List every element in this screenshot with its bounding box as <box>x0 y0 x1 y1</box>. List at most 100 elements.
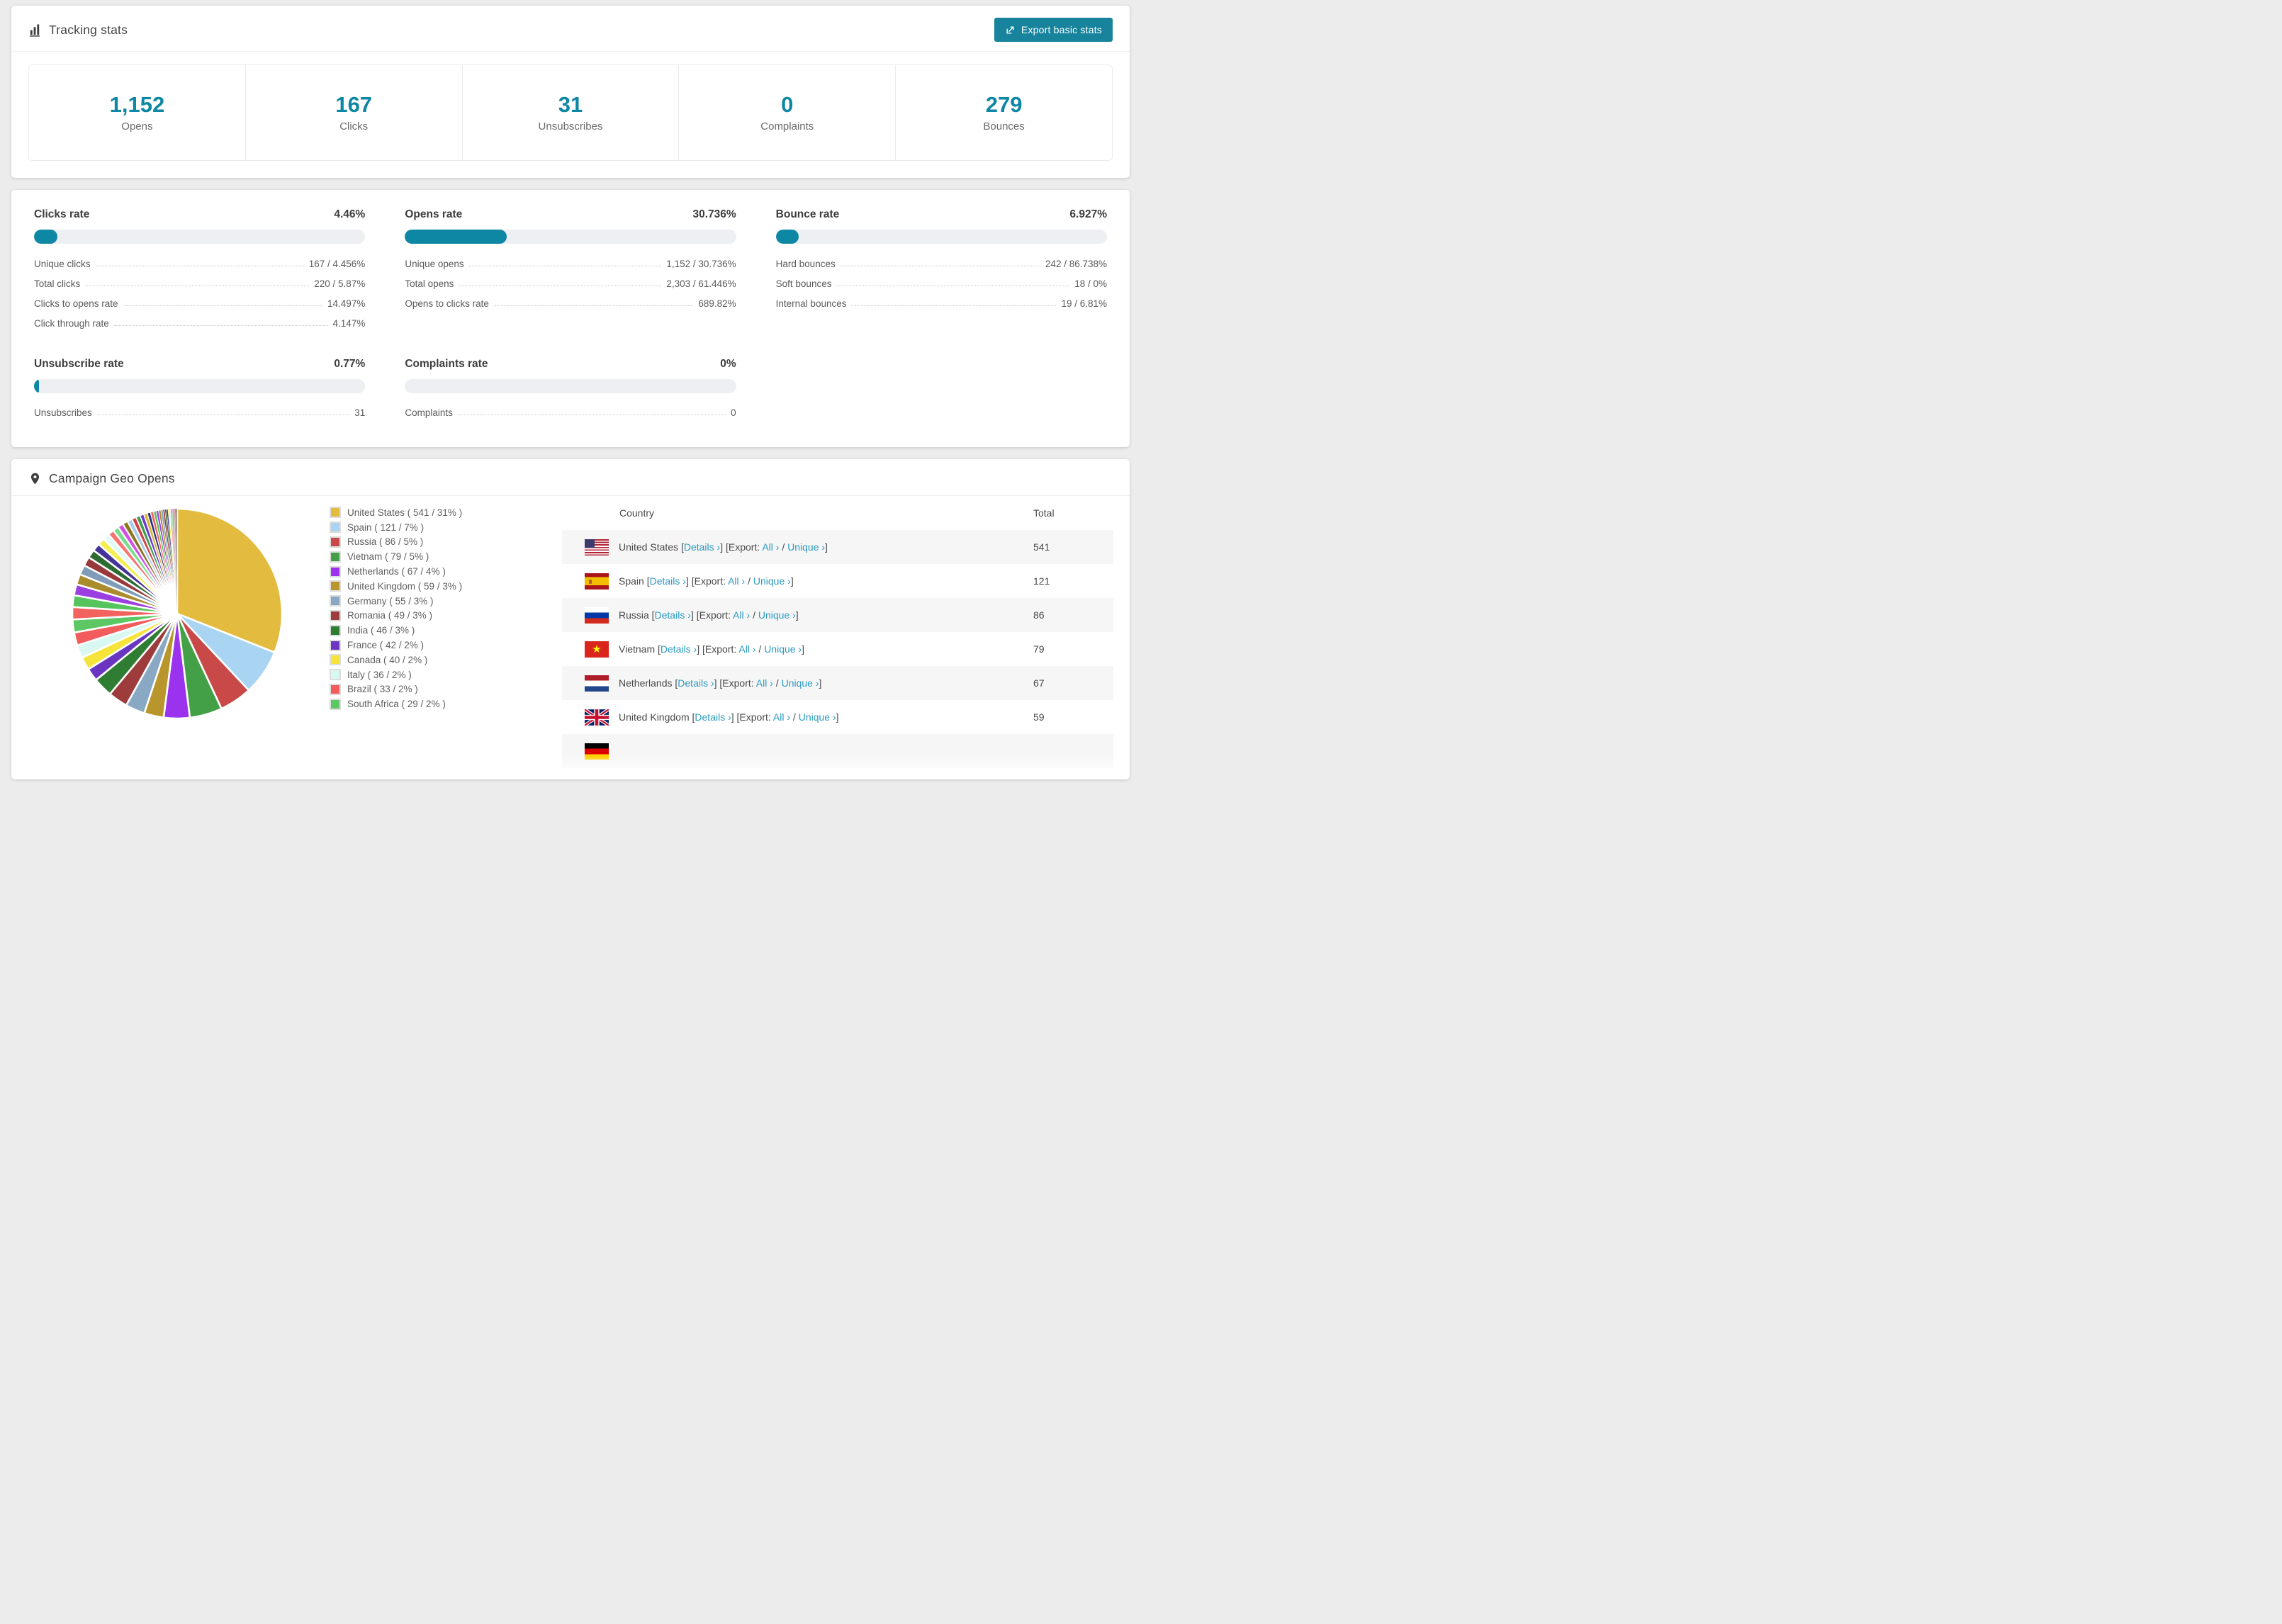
export-unique-link[interactable]: Unique › <box>753 575 791 587</box>
export-basic-stats-button[interactable]: Export basic stats <box>994 18 1113 42</box>
details-link[interactable]: Details › <box>678 677 714 689</box>
legend-item-france[interactable]: France ( 42 / 2% ) <box>330 638 462 653</box>
legend-item-vietnam[interactable]: Vietnam ( 79 / 5% ) <box>330 549 462 564</box>
export-button-label: Export basic stats <box>1021 24 1102 35</box>
stat-cell-complaints: 0 Complaints <box>679 65 896 160</box>
total-value: 59 <box>1033 711 1045 723</box>
rate-detail-row: Complaints 0 <box>405 403 736 423</box>
details-link[interactable]: Details › <box>695 711 731 723</box>
pie-slice-other[interactable] <box>176 509 177 614</box>
legend-item-india[interactable]: India ( 46 / 3% ) <box>330 623 462 638</box>
total-value: 67 <box>1033 677 1045 689</box>
rate-head: Bounce rate 6.927% <box>776 208 1107 221</box>
export-prefix: ] [Export: <box>697 643 739 655</box>
rate-block-clicks-rate: Clicks rate 4.46% Unique clicks 167 / 4.456… <box>34 208 366 338</box>
dotted-leader <box>493 305 694 306</box>
rate-head: Opens rate 30.736% <box>405 208 736 221</box>
rate-detail-row: Internal bounces 19 / 6.81% <box>776 293 1107 313</box>
export-prefix: ] [Export: <box>720 541 763 553</box>
pie-slice-other[interactable] <box>176 508 177 614</box>
pie-slice-united-states[interactable] <box>176 507 283 654</box>
flag-icon-gb <box>585 709 609 726</box>
geo-card: Campaign Geo Opens United States ( 541 /… <box>11 459 1130 779</box>
rate-detail-value: 167 / 4.456% <box>308 258 366 269</box>
export-unique-link[interactable]: Unique › <box>798 711 836 723</box>
export-all-link[interactable]: All › <box>755 677 773 689</box>
rate-detail-label: Opens to clicks rate <box>405 298 489 309</box>
legend-item-russia[interactable]: Russia ( 86 / 5% ) <box>330 535 462 550</box>
legend-swatch <box>330 580 341 592</box>
legend-item-romania[interactable]: Romania ( 49 / 3% ) <box>330 609 462 624</box>
flag-icon-de <box>585 743 609 760</box>
legend-item-canada[interactable]: Canada ( 40 / 2% ) <box>330 653 462 667</box>
legend-item-netherlands[interactable]: Netherlands ( 67 / 4% ) <box>330 564 462 579</box>
stat-value: 1,152 <box>109 92 165 118</box>
stat-label: Clicks <box>339 120 369 132</box>
rate-detail-row: Soft bounces 18 / 0% <box>776 274 1107 293</box>
progress-bar-track <box>34 230 366 244</box>
rate-head: Clicks rate 4.46% <box>34 208 365 221</box>
export-unique-link[interactable]: Unique › <box>758 609 796 621</box>
legend-label: United Kingdom ( 59 / 3% ) <box>347 580 463 592</box>
legend-label: Spain ( 121 / 7% ) <box>347 521 425 533</box>
export-all-link[interactable]: All › <box>738 643 756 655</box>
pie-slice-other[interactable] <box>176 509 177 614</box>
details-link[interactable]: Details › <box>683 541 721 553</box>
country-name: Vietnam [ <box>619 643 661 655</box>
country-cell: ★ Vietnam [Details ›] [Export: All › / Un… <box>562 641 1033 658</box>
rate-block-opens-rate: Opens rate 30.736% Unique opens 1,152 / 30.… <box>405 208 736 338</box>
rate-title: Bounce rate <box>775 208 840 220</box>
rate-detail-value: 242 / 86.738% <box>1045 258 1107 269</box>
geo-opens-pie-chart[interactable] <box>71 507 283 720</box>
stat-cell-bounces: 279 Bounces <box>896 65 1112 160</box>
legend-label: South Africa ( 29 / 2% ) <box>347 699 446 710</box>
export-unique-link[interactable]: Unique › <box>781 677 819 689</box>
legend-item-united-kingdom[interactable]: United Kingdom ( 59 / 3% ) <box>330 579 462 594</box>
flag-icon-ru <box>585 607 609 624</box>
legend-item-italy[interactable]: Italy ( 36 / 2% ) <box>330 667 462 682</box>
legend-label: Italy ( 36 / 2% ) <box>347 669 412 680</box>
map-pin-icon <box>28 472 42 485</box>
pie-slice-other[interactable] <box>175 508 178 614</box>
stat-label: Bounces <box>983 120 1025 132</box>
export-unique-link[interactable]: Unique › <box>787 541 826 553</box>
bracket-close: ] <box>790 575 794 587</box>
export-unique-link[interactable]: Unique › <box>764 643 802 655</box>
total-value: 79 <box>1033 643 1045 655</box>
progress-bar-track <box>34 378 366 393</box>
rates-card: Clicks rate 4.46% Unique clicks 167 / 4.456… <box>11 190 1130 447</box>
legend-item-germany[interactable]: Germany ( 55 / 3% ) <box>330 594 462 609</box>
legend-swatch <box>330 639 341 651</box>
stat-value: 31 <box>558 92 583 118</box>
details-link[interactable]: Details › <box>660 643 697 655</box>
slash-separator: / <box>779 541 788 553</box>
export-all-link[interactable]: All › <box>772 711 791 723</box>
details-link[interactable]: Details › <box>654 609 691 621</box>
total-value: 121 <box>1033 575 1050 587</box>
rate-block-bounce-rate: Bounce rate 6.927% Hard bounces 242 / 86.73… <box>775 208 1107 338</box>
legend-item-south-africa[interactable]: South Africa ( 29 / 2% ) <box>330 697 462 711</box>
export-all-link[interactable]: All › <box>733 609 751 621</box>
progress-bar-fill <box>405 230 507 244</box>
country-cell: Netherlands [Details ›] [Export: All › /… <box>562 675 1033 692</box>
total-value: 86 <box>1033 609 1045 621</box>
flag-icon-es <box>585 573 609 590</box>
pie-slice-other[interactable] <box>176 508 177 614</box>
page: Tracking stats Export basic stats 1,152 O… <box>0 0 1141 779</box>
legend-label: United States ( 541 / 31% ) <box>347 507 463 518</box>
legend-item-united-states[interactable]: United States ( 541 / 31% ) <box>330 505 462 520</box>
legend-item-brazil[interactable]: Brazil ( 33 / 2% ) <box>330 682 462 697</box>
details-link[interactable]: Details › <box>649 575 686 587</box>
export-all-link[interactable]: All › <box>728 575 746 587</box>
rate-detail-label: Total clicks <box>34 278 81 289</box>
rate-value: 6.927% <box>1069 208 1107 220</box>
stat-value: 0 <box>781 92 794 118</box>
tracking-stats-card: Tracking stats Export basic stats 1,152 O… <box>11 6 1130 178</box>
progress-bar-track <box>405 230 736 244</box>
export-all-link[interactable]: All › <box>762 541 780 553</box>
dotted-leader <box>113 325 328 326</box>
rate-title: Opens rate <box>405 208 463 220</box>
flag-icon-nl <box>585 675 609 692</box>
legend-item-spain[interactable]: Spain ( 121 / 7% ) <box>330 520 462 535</box>
rate-detail-label: Hard bounces <box>775 258 836 269</box>
